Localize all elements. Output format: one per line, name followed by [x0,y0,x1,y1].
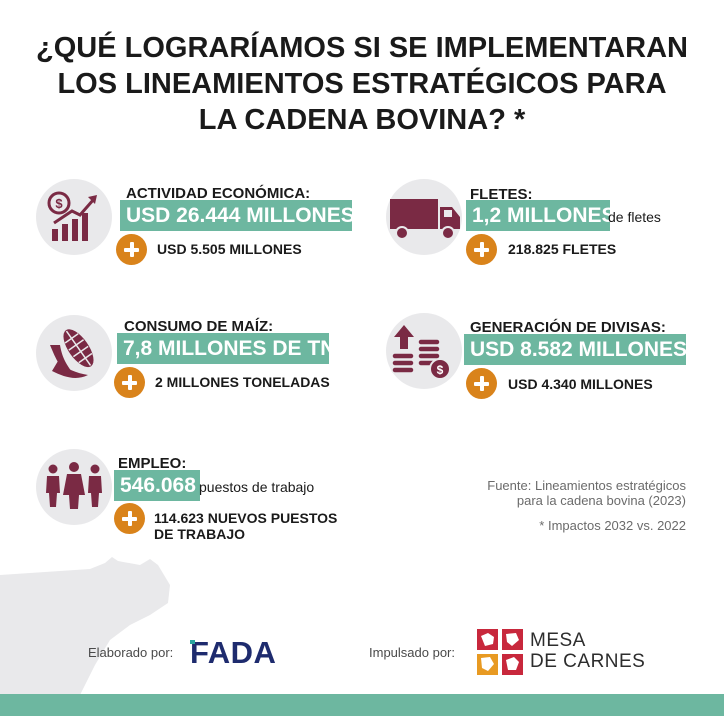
bottom-bar [0,694,724,716]
empleo-suffix: puestos de trabajo [199,479,315,495]
title-line-3: LA CADENA BOVINA? * [198,104,526,136]
divisas-value: USD 8.582 MILLONES [464,334,687,365]
title-line-1: ¿QUÉ LOGRARÍAMOS SI SE IMPLEMENTARAN [36,32,688,64]
actividad-plus-icon [116,234,147,265]
fletes-value: 1,2 MILLONES [466,200,616,231]
impact-note: * Impactos 2032 vs. 2022 [539,518,686,533]
truck-icon [390,199,460,240]
cow-silhouette-icon [0,557,170,695]
source-line-2: para la cadena bovina (2023) [516,493,686,508]
title-line-2: LOS LINEAMIENTOS ESTRATÉGICOS PARA [57,68,667,100]
maiz-value: 7,8 MILLONES DE TN [117,333,335,364]
page-title: ¿QUÉ LOGRARÍAMOS SI SE IMPLEMENTARAN LOS… [0,30,724,138]
divisas-label: GENERACIÓN DE DIVISAS: [470,319,666,336]
people-icon [46,462,102,509]
empleo-value: 546.068 [114,470,200,501]
fletes-plus-icon [466,234,497,265]
fletes-icon-circle [386,179,462,255]
divisas-icon-circle: $ [386,313,462,389]
dollar-growth-chart-icon: $ [47,191,97,241]
divisas-plus-icon [466,368,497,399]
fada-logo-text: FADA [190,636,276,666]
actividad-value: USD 26.444 MILLONES [120,200,355,231]
mesa-line-1: MESA [530,630,586,651]
maiz-label: CONSUMO DE MAÍZ: [124,318,274,335]
empleo-label: EMPLEO: [118,455,187,472]
actividad-extra: USD 5.505 MILLONES [157,241,302,257]
fletes-extra: 218.825 FLETES [508,241,617,257]
empleo-extra: 114.623 NUEVOS PUESTOS DE TRABAJO [154,510,337,542]
divisas-extra: USD 4.340 MILLONES [508,376,653,392]
impulsado-label: Impulsado por: [369,645,455,660]
mesa-de-carnes-logo-text: MESA DE CARNES [530,630,645,672]
empleo-plus-icon [114,503,145,534]
actividad-icon-circle: $ [36,179,112,255]
fada-logo: FADA [190,636,276,666]
source-note: Fuente: Lineamientos estratégicos para l… [487,478,686,508]
elaborado-label: Elaborado por: [88,645,174,660]
svg-text:$: $ [55,196,63,211]
empleo-icon-circle [36,449,112,525]
svg-text:$: $ [437,363,444,377]
fletes-label: FLETES: [470,186,533,203]
corn-icon [50,329,94,378]
empleo-extra-line-1: 114.623 NUEVOS PUESTOS [154,510,338,526]
maiz-extra: 2 MILLONES TONELADAS [155,374,330,390]
maiz-icon-circle [36,315,112,391]
empleo-extra-line-2: DE TRABAJO [154,526,246,542]
maiz-plus-icon [114,367,145,398]
mesa-de-carnes-logo-icon [477,629,523,675]
coins-arrow-icon: $ [391,325,451,380]
mesa-line-2: DE CARNES [530,651,646,672]
source-line-1: Fuente: Lineamientos estratégicos [487,478,686,493]
fletes-suffix: de fletes [608,209,661,225]
actividad-label: ACTIVIDAD ECONÓMICA: [126,185,311,202]
